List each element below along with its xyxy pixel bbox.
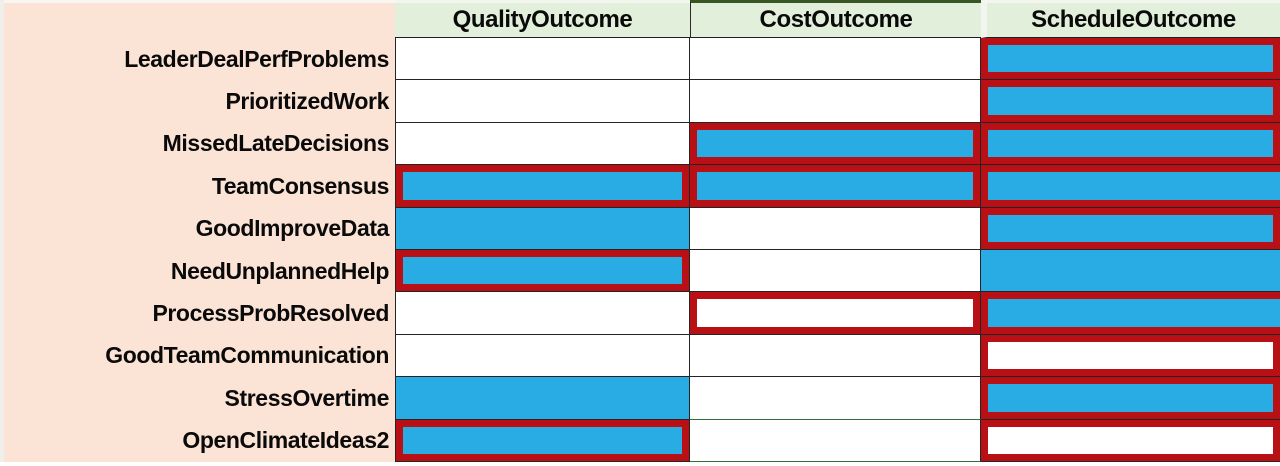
matrix-cell[interactable] <box>395 207 690 250</box>
matrix-cell[interactable] <box>981 334 1280 378</box>
matrix-cell[interactable] <box>690 249 981 293</box>
significant-filled-indicator <box>981 292 1280 334</box>
matrix-cell[interactable] <box>395 292 690 335</box>
row-label[interactable]: GoodImproveData <box>4 207 395 250</box>
matrix-cell[interactable] <box>981 419 1280 462</box>
significant-filled-indicator <box>981 80 1280 122</box>
significant-filled-indicator <box>981 165 1280 207</box>
matrix-cell[interactable] <box>981 249 1280 293</box>
significant-empty-indicator <box>981 334 1280 377</box>
row-label[interactable]: PrioritizedWork <box>4 80 395 123</box>
matrix-cell[interactable] <box>395 249 690 293</box>
significant-filled-indicator <box>981 377 1280 419</box>
matrix-cell[interactable] <box>690 122 981 166</box>
matrix-cell[interactable] <box>395 419 690 462</box>
row-label[interactable]: ProcessProbResolved <box>4 292 395 335</box>
matrix-cell[interactable] <box>690 80 981 123</box>
outcome-matrix-grid: QualityOutcome CostOutcome ScheduleOutco… <box>4 0 1280 462</box>
significant-filled-indicator <box>981 38 1280 80</box>
matrix-cell[interactable] <box>690 377 981 420</box>
matrix-cell[interactable] <box>690 334 981 378</box>
row-label[interactable]: StressOvertime <box>4 377 395 420</box>
significant-filled-indicator <box>690 165 980 207</box>
matrix-cell[interactable] <box>981 207 1280 250</box>
row-label[interactable]: MissedLateDecisions <box>4 122 395 166</box>
matrix-cell[interactable] <box>395 122 690 166</box>
column-header-quality-outcome[interactable]: QualityOutcome <box>395 0 690 38</box>
matrix-cell[interactable] <box>690 207 981 250</box>
significant-filled-indicator <box>690 122 980 165</box>
significant-filled-indicator <box>396 165 689 207</box>
significant-filled-indicator <box>396 419 689 461</box>
significant-empty-indicator <box>981 419 1280 461</box>
matrix-cell[interactable] <box>395 80 690 123</box>
matrix-cell[interactable] <box>690 165 981 208</box>
corner-cell <box>4 0 395 38</box>
row-label[interactable]: NeedUnplannedHelp <box>4 249 395 293</box>
matrix-cell[interactable] <box>690 292 981 335</box>
significant-filled-indicator <box>396 249 689 292</box>
row-label[interactable]: LeaderDealPerfProblems <box>4 38 395 81</box>
row-label[interactable]: OpenClimateIdeas2 <box>4 419 395 462</box>
matrix-cell[interactable] <box>395 38 690 81</box>
matrix-cell[interactable] <box>981 165 1280 208</box>
matrix-cell[interactable] <box>395 165 690 208</box>
matrix-cell[interactable] <box>981 38 1280 81</box>
column-header-schedule-outcome[interactable]: ScheduleOutcome <box>981 0 1280 38</box>
significant-empty-indicator <box>690 292 980 334</box>
row-label[interactable]: TeamConsensus <box>4 165 395 208</box>
matrix-cell[interactable] <box>395 334 690 378</box>
sheet-left-margin <box>0 0 4 462</box>
significant-filled-indicator <box>981 207 1280 249</box>
matrix-cell[interactable] <box>981 292 1280 335</box>
column-header-cost-outcome[interactable]: CostOutcome <box>690 0 981 38</box>
matrix-cell[interactable] <box>690 38 981 81</box>
significant-filled-indicator <box>981 122 1280 165</box>
matrix-cell[interactable] <box>395 377 690 420</box>
row-label[interactable]: GoodTeamCommunication <box>4 334 395 378</box>
matrix-cell[interactable] <box>981 122 1280 166</box>
matrix-cell[interactable] <box>981 377 1280 420</box>
matrix-cell[interactable] <box>690 419 981 462</box>
matrix-cell[interactable] <box>981 80 1280 123</box>
